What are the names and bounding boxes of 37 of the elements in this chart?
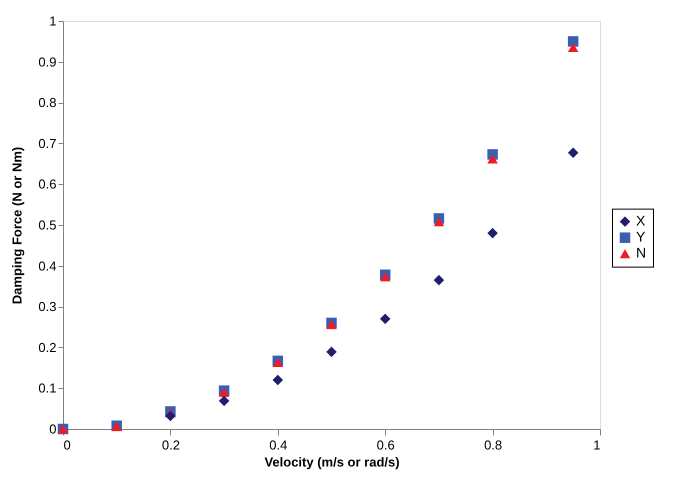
point xyxy=(434,274,444,286)
y-tick-label: 0.9 xyxy=(38,54,56,70)
x-tick-label: 0.2 xyxy=(162,438,180,452)
point xyxy=(487,154,498,164)
y-tick-label: 0.2 xyxy=(38,340,56,355)
point xyxy=(434,217,444,226)
point xyxy=(568,42,578,52)
y-tick-label: 0.8 xyxy=(38,95,56,110)
point xyxy=(487,228,498,238)
x-tick-label: 1 xyxy=(593,438,600,452)
y-tick-label: 1 xyxy=(49,14,56,28)
legend-label: X xyxy=(636,212,646,229)
point xyxy=(568,148,578,158)
point xyxy=(568,36,578,47)
y-tick-label: 0.5 xyxy=(38,218,56,232)
x-tick-label: 0 xyxy=(64,438,71,452)
legend-label: Y xyxy=(636,228,646,245)
y-tick-label: 0 xyxy=(49,422,56,436)
x-tick-label: 0.6 xyxy=(376,438,395,452)
point xyxy=(218,396,230,406)
y-tick-label: 0.3 xyxy=(38,299,56,314)
point xyxy=(218,388,230,397)
y-tick-label: 0.1 xyxy=(38,380,56,396)
y-tick-label: 0.6 xyxy=(38,176,56,192)
x-tick-label: 0.8 xyxy=(484,438,502,452)
legend-label: N xyxy=(636,244,646,261)
point xyxy=(272,374,284,386)
point xyxy=(380,272,390,282)
point xyxy=(326,346,337,358)
x-axis-title: Velocity (m/s or rad/s) xyxy=(264,454,400,470)
point xyxy=(326,320,337,330)
y-axis-title: Damping Force (N or Nm) xyxy=(9,146,24,304)
point xyxy=(380,314,390,324)
point xyxy=(165,410,176,422)
x-tick-label: 0.4 xyxy=(269,438,288,452)
y-tick-label: 0.7 xyxy=(38,136,56,151)
y-tick-label: 0.4 xyxy=(38,258,56,274)
